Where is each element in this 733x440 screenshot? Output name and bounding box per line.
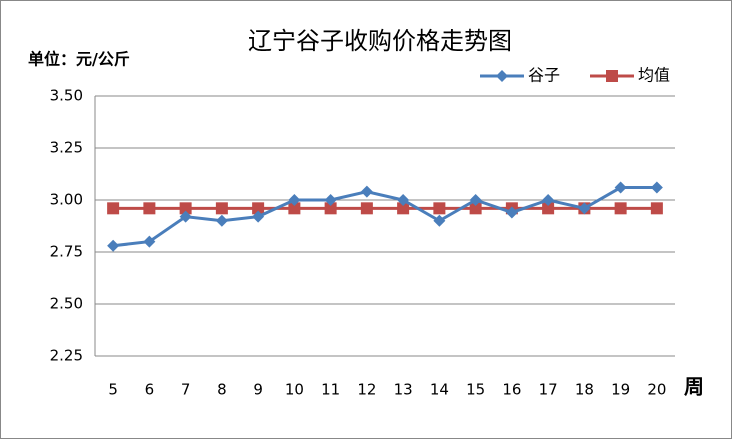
data-point <box>397 194 410 206</box>
x-tick-label: 16 <box>502 381 521 399</box>
data-point <box>215 214 228 227</box>
data-point <box>215 202 228 215</box>
x-tick-label: 11 <box>321 381 340 399</box>
legend-marker <box>496 70 508 82</box>
y-tick-label: 2.50 <box>50 295 83 313</box>
x-tick-label: 18 <box>575 381 594 399</box>
data-point <box>179 202 192 215</box>
data-point <box>650 202 663 215</box>
x-tick-label: 7 <box>181 381 191 399</box>
data-point <box>650 181 663 194</box>
x-tick-label: 15 <box>466 381 485 399</box>
data-point <box>288 194 301 206</box>
data-point <box>433 214 446 227</box>
data-point <box>469 194 482 206</box>
data-point <box>469 202 482 215</box>
data-point <box>542 194 555 206</box>
data-point <box>614 202 627 215</box>
legend-label: 谷子 <box>528 66 560 85</box>
data-point <box>252 202 265 215</box>
data-point <box>578 202 591 215</box>
data-point <box>107 202 120 215</box>
data-point <box>252 210 265 223</box>
data-point <box>288 202 301 215</box>
x-tick-label: 5 <box>108 381 118 399</box>
data-point <box>433 202 446 215</box>
data-point <box>542 202 555 215</box>
data-point <box>143 202 156 215</box>
x-tick-label: 20 <box>647 381 666 399</box>
data-point <box>143 235 156 248</box>
y-tick-label: 3.25 <box>50 139 83 157</box>
data-point <box>324 194 337 206</box>
data-point <box>107 239 120 252</box>
data-point <box>179 210 192 223</box>
x-axis-label: 周 <box>684 375 704 399</box>
series-line <box>112 186 657 248</box>
data-point <box>397 202 410 215</box>
x-tick-label: 17 <box>539 381 558 399</box>
legend-marker <box>606 70 618 82</box>
y-axis-label: 单位：元/公斤 <box>28 50 130 69</box>
data-point <box>360 202 373 215</box>
data-point <box>505 206 518 219</box>
x-tick-label: 8 <box>217 381 227 399</box>
y-tick-label: 3.00 <box>50 191 83 209</box>
x-tick-label: 9 <box>253 381 263 399</box>
x-tick-label: 14 <box>430 381 449 399</box>
x-tick-label: 13 <box>394 381 413 399</box>
x-tick-label: 12 <box>357 381 376 399</box>
data-point <box>614 181 627 194</box>
x-tick-label: 19 <box>611 381 630 399</box>
legend-label: 均值 <box>638 66 670 85</box>
data-point <box>324 202 337 215</box>
y-tick-label: 3.50 <box>50 87 83 105</box>
x-tick-label: 10 <box>285 381 304 399</box>
y-tick-label: 2.25 <box>50 347 83 365</box>
y-tick-label: 2.75 <box>50 243 83 261</box>
chart-title: 辽宁谷子收购价格走势图 <box>248 27 512 55</box>
data-point <box>360 185 373 198</box>
x-tick-label: 6 <box>145 381 155 399</box>
